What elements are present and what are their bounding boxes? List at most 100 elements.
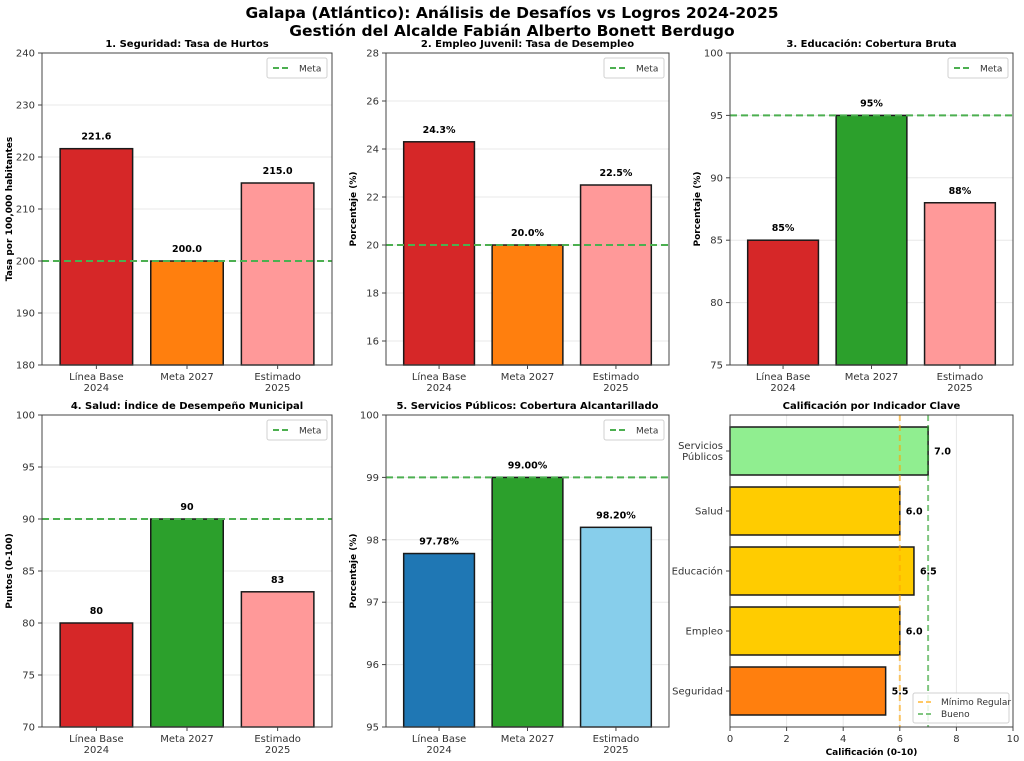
x-tick-label-line: Línea Base xyxy=(69,733,124,745)
bar xyxy=(240,591,315,728)
bar-value-label: 6.5 xyxy=(920,567,937,578)
x-tick-label: Meta 2027 xyxy=(160,372,213,383)
x-tick-label-line: 2025 xyxy=(603,745,628,756)
bar-value-label: 85% xyxy=(772,223,795,234)
x-tick-label: 10 xyxy=(1007,734,1020,745)
y-axis-label: Tasa por 100,000 habitantes xyxy=(5,137,15,282)
legend-box xyxy=(266,57,328,79)
x-tick-label: 6 xyxy=(897,734,903,745)
bar xyxy=(59,622,134,728)
bar-value-label: 95% xyxy=(860,98,883,109)
x-tick-label-line: 2024 xyxy=(84,383,109,394)
x-tick-label: Línea Base 2024 xyxy=(69,733,124,756)
chart-panel-4: 80 90 83 70 75 80 85 90 95 100 Línea Base 2024 Meta … xyxy=(5,399,333,756)
legend-meta-label: Meta xyxy=(980,65,1002,75)
y-tick-label: 97 xyxy=(366,598,379,609)
legend-box xyxy=(603,419,665,441)
bar xyxy=(746,239,820,366)
y-tick-label: 75 xyxy=(22,671,35,682)
x-tick-label-line: Meta 2027 xyxy=(160,734,213,745)
x-tick-label-line: 2024 xyxy=(84,745,109,756)
bar-value-label: 6.0 xyxy=(906,627,923,638)
x-tick-label-line: 2024 xyxy=(426,745,451,756)
bar-value-label: 98.20% xyxy=(596,510,636,521)
y-tick-label: 75 xyxy=(710,361,723,372)
chart-title: Calificación por Indicador Clave xyxy=(783,400,961,412)
y-axis-label: Porcentaje (%) xyxy=(693,171,703,246)
legend-box xyxy=(912,692,1010,724)
x-axis-label: Calificación (0-10) xyxy=(826,747,918,758)
y-axis-label: Puntos (0-100) xyxy=(5,533,15,608)
y-tick-label: 180 xyxy=(16,361,35,372)
y-tick-label: 95 xyxy=(710,111,723,122)
x-tick-label-line: Línea Base xyxy=(69,371,124,383)
y-tick-label: 18 xyxy=(366,289,379,300)
x-tick-label: Línea Base 2024 xyxy=(412,371,467,394)
x-tick-label-line: Línea Base xyxy=(756,371,811,383)
bar xyxy=(729,486,901,536)
y-tick-label: 16 xyxy=(366,337,379,348)
bar xyxy=(729,666,887,716)
x-tick-label-line: 2024 xyxy=(426,383,451,394)
y-tick-label: 28 xyxy=(366,49,379,60)
chart-title: 1. Seguridad: Tasa de Hurtos xyxy=(105,39,268,50)
figure-title: Galapa (Atlántico): Análisis de Desafíos… xyxy=(0,4,1024,40)
bar-value-label: 88% xyxy=(949,186,972,197)
x-tick-label: Meta 2027 xyxy=(160,734,213,745)
y-tick-label: Salud xyxy=(695,507,723,518)
x-tick-label-line: 2025 xyxy=(265,745,290,756)
y-tick-label: 20 xyxy=(366,241,379,252)
y-tick-label-line: Educación xyxy=(672,566,723,578)
x-tick-label-line: 2025 xyxy=(603,383,628,394)
x-tick-label: 0 xyxy=(727,734,733,745)
y-tick-label: 100 xyxy=(704,49,723,60)
chart-panel-5: 97.78% 99.00% 98.20% 95 96 97 98 99 100 Línea Bas… xyxy=(349,400,670,756)
bar-value-label: 215.0 xyxy=(263,166,293,177)
bar xyxy=(729,426,929,476)
chart-title: 5. Servicios Públicos: Cobertura Alcanta… xyxy=(396,400,658,412)
y-tick-label: 26 xyxy=(366,97,379,108)
bar xyxy=(402,141,476,366)
y-tick-label-line: Seguridad xyxy=(672,687,723,698)
legend-box xyxy=(603,57,665,79)
y-tick-label: Seguridad xyxy=(672,687,723,698)
y-tick-label-line: Públicos xyxy=(682,451,723,463)
chart-title: 2. Empleo Juvenil: Tasa de Desempleo xyxy=(421,39,634,50)
x-tick-label-line: Meta 2027 xyxy=(845,372,898,383)
x-tick-label: Meta 2027 xyxy=(845,372,898,383)
x-tick-label: Estimado 2025 xyxy=(254,734,301,756)
x-tick-label: 8 xyxy=(953,734,959,745)
y-tick-label: 95 xyxy=(366,723,379,734)
bar-value-label: 20.0% xyxy=(511,228,544,239)
legend-box xyxy=(947,57,1009,79)
y-tick-label: 100 xyxy=(360,411,379,422)
bar xyxy=(835,114,908,366)
y-tick-label: 90 xyxy=(22,515,35,526)
y-tick-label: 80 xyxy=(710,298,723,309)
chart-panel-3: 85% 95% 88% 75 80 85 90 95 100 Línea Base 2024 Meta… xyxy=(693,38,1014,394)
y-tick-label: Servicios Públicos xyxy=(678,441,723,463)
x-tick-label-line: 2025 xyxy=(265,383,290,394)
legend-meta-label: Meta xyxy=(299,65,321,75)
x-tick-label-line: Estimado xyxy=(937,372,984,383)
bar xyxy=(150,260,224,366)
chart-panel-6: 5.5 6.0 6.5 6.0 7.0 0 2 4 6 8 10 Seguridad Empleo Edu… xyxy=(672,400,1020,758)
x-tick-label: 2 xyxy=(783,734,789,745)
y-tick-label: 230 xyxy=(16,101,35,112)
y-tick-label: 240 xyxy=(16,49,35,60)
bar-value-label: 83 xyxy=(271,575,284,586)
legend-meta-label: Meta xyxy=(636,65,658,75)
x-tick-label-line: 2025 xyxy=(947,383,972,394)
x-tick-label-line: Meta 2027 xyxy=(501,734,554,745)
bar-value-label: 97.78% xyxy=(419,537,459,548)
x-tick-label: 4 xyxy=(840,734,846,745)
y-tick-label: 85 xyxy=(710,236,723,247)
bar xyxy=(729,606,901,656)
x-tick-label: Meta 2027 xyxy=(501,372,554,383)
bar xyxy=(579,184,653,366)
y-tick-label: 210 xyxy=(16,205,35,216)
x-tick-label-line: Línea Base xyxy=(412,371,467,383)
bar-value-label: 90 xyxy=(180,502,194,513)
bar xyxy=(491,476,564,728)
